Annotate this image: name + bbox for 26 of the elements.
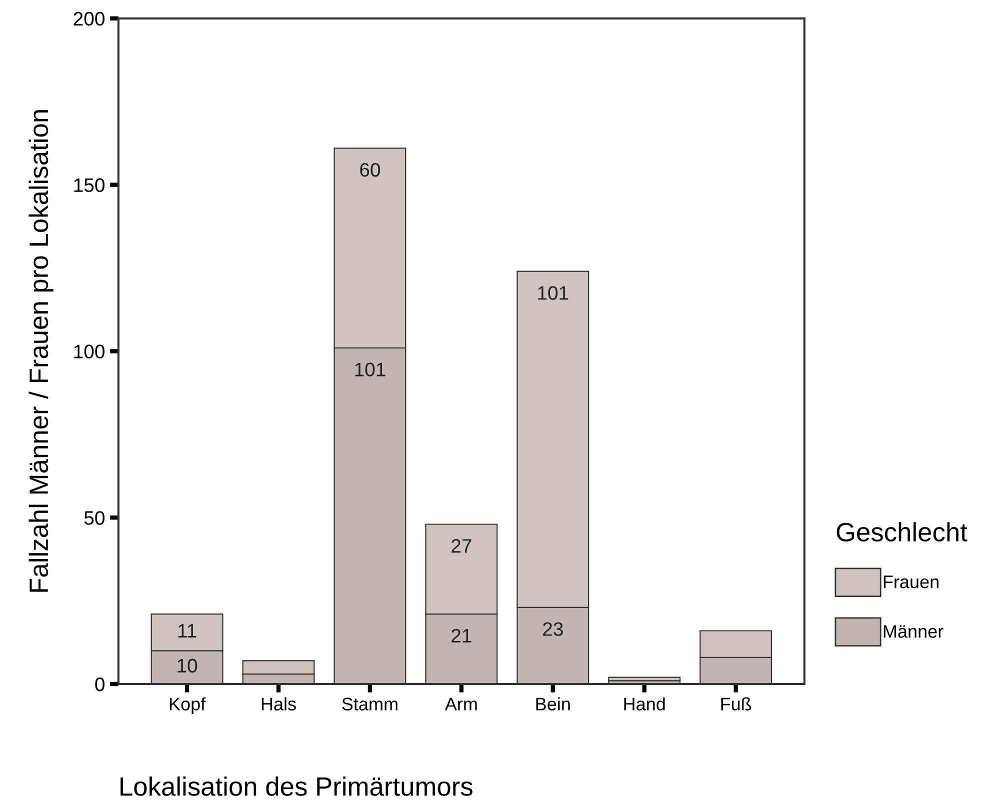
x-tick-label: Fuß (721, 697, 752, 710)
y-tick-label: 150 (74, 178, 104, 192)
data-label: 11 (178, 624, 196, 638)
x-axis-title: Lokalisation des Primärtumors (120, 776, 472, 796)
data-label: 21 (452, 628, 472, 642)
y-tick-label: 100 (74, 344, 104, 358)
x-tick-label: Bein (536, 697, 570, 710)
x-tick-label: Kopf (170, 697, 206, 714)
x-tick-label: Hals (262, 697, 296, 710)
bar (608, 676, 681, 682)
y-tick-label: 50 (84, 511, 104, 525)
x-tick-label: Arm (444, 698, 477, 710)
x-tick-label: Stamm (342, 698, 398, 710)
y-tick-label: 0 (95, 677, 104, 692)
data-label: 23 (543, 622, 563, 636)
x-tick-label: Hand (624, 697, 665, 710)
data-label: 10 (178, 658, 198, 673)
y-tick-label: 200 (74, 12, 104, 26)
data-label: 101 (355, 362, 386, 376)
data-label: 101 (538, 286, 568, 300)
y-axis-title: Fallzahl Männer / Frauen pro Lokalisation (28, 110, 54, 592)
data-label: 27 (452, 539, 472, 553)
data-label: 60 (360, 162, 380, 177)
legend-title: Geschlecht (836, 522, 968, 542)
legend-label: Frauen (884, 576, 938, 588)
legend-label: Männer (884, 625, 944, 638)
